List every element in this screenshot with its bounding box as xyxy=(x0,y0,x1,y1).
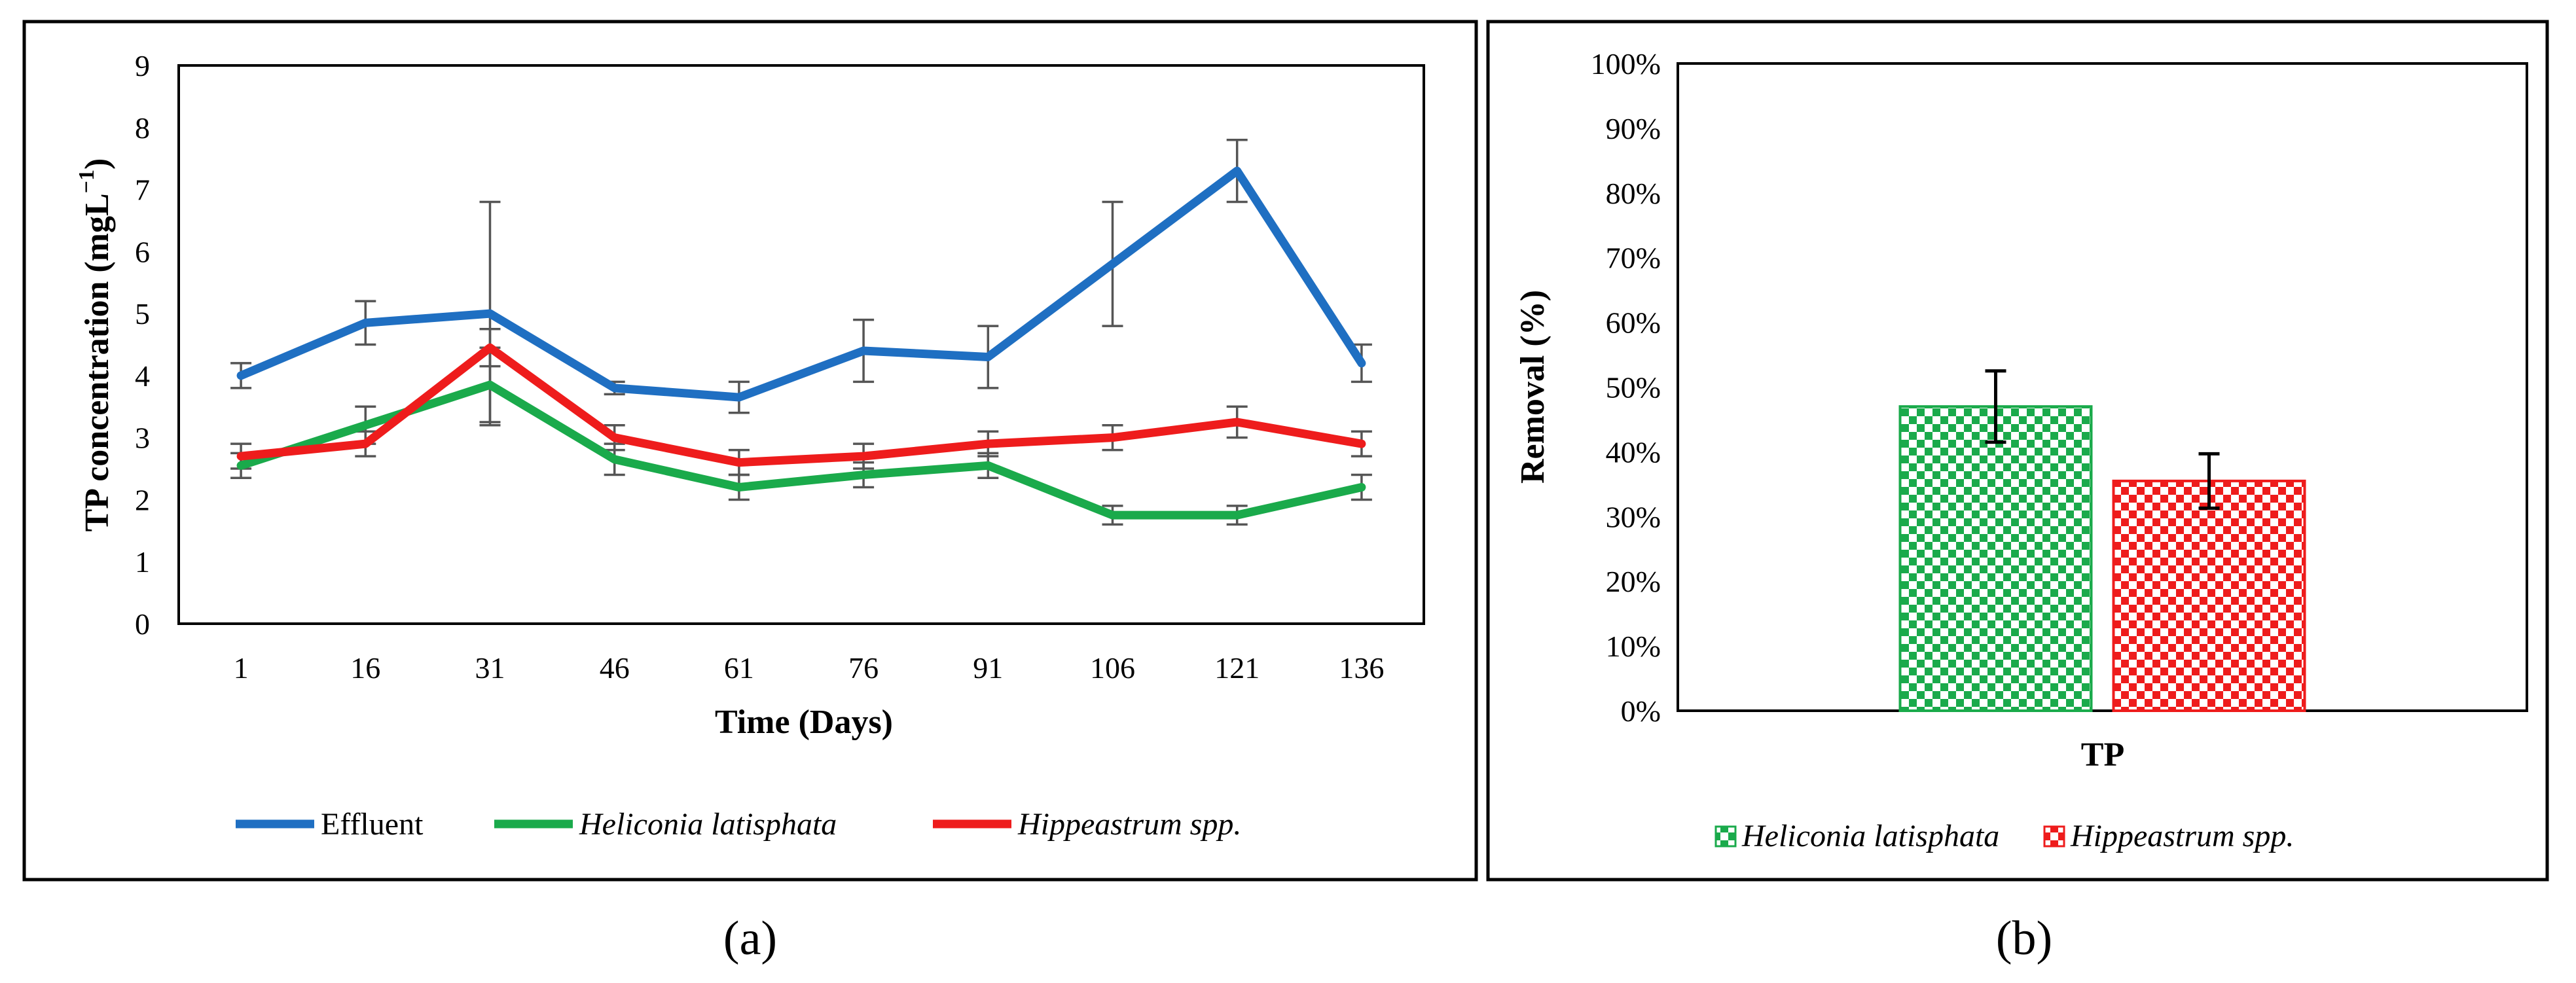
legend-label: Effluent xyxy=(321,807,424,842)
panel-b-plot-area xyxy=(1677,62,2528,712)
panel-a-frame xyxy=(22,20,1478,882)
panel-b-bars xyxy=(1898,405,2306,713)
y-tick-label: 8 xyxy=(135,111,150,145)
y-tick-label: 10% xyxy=(1606,630,1661,663)
y-tick-label: 9 xyxy=(135,49,150,82)
panel-a-y-ticks: 0 1 2 3 4 5 6 7 8 9 xyxy=(135,49,150,641)
panel-b-y-axis-title: Removal (%) xyxy=(1514,290,1551,484)
panel-a-y-axis-title: TP concentration (mgL−1) xyxy=(75,158,116,532)
y-tick-label: 2 xyxy=(135,483,150,516)
panel-a-x-ticks: 1 16 31 46 61 76 91 106 121 136 xyxy=(234,651,1385,685)
legend-label: Hippeastrum spp. xyxy=(2070,819,2294,853)
panel-b-error-bars xyxy=(1985,369,2220,510)
y-tick-label: 7 xyxy=(135,173,150,207)
panel-a-x-axis-title: Time (Days) xyxy=(715,704,893,741)
legend-label: Heliconia latisphata xyxy=(579,807,837,842)
legend-item: Heliconia latisphata xyxy=(494,807,837,842)
legend-item: Effluent xyxy=(236,807,424,842)
y-tick-label: 100% xyxy=(1591,47,1661,80)
x-tick-label: 1 xyxy=(234,651,249,685)
x-tick-label: 46 xyxy=(600,651,630,685)
y-tick-label: 5 xyxy=(135,297,150,331)
x-tick-label: 136 xyxy=(1339,651,1384,685)
error-bar xyxy=(2198,452,2220,510)
x-tick-label: 61 xyxy=(724,651,754,685)
x-tick-label: 76 xyxy=(848,651,879,685)
legend-item: Heliconia latisphata xyxy=(1714,819,1999,853)
x-tick-label: 121 xyxy=(1214,651,1260,685)
x-tick-label: 106 xyxy=(1090,651,1135,685)
y-tick-label: 60% xyxy=(1606,306,1661,340)
y-tick-label: 50% xyxy=(1606,371,1661,404)
x-tick-label: 31 xyxy=(475,651,505,685)
legend-swatch xyxy=(1714,825,1737,848)
legend-item: Hippeastrum spp. xyxy=(2043,819,2294,853)
y-tick-label: 4 xyxy=(135,359,150,393)
y-tick-label: 30% xyxy=(1606,500,1661,533)
panel-a-y-axis-title-close: ) xyxy=(79,158,116,170)
panel-b-y-ticks: 0% 10% 20% 30% 40% 50% 60% 70% 80% 90% 100% xyxy=(1591,47,1661,728)
legend-swatch xyxy=(2043,825,2065,848)
series-line xyxy=(236,343,1366,467)
bar xyxy=(2112,479,2306,713)
y-tick-label: 90% xyxy=(1606,112,1661,145)
legend-label: Hippeastrum spp. xyxy=(1017,807,1241,842)
panel-b-x-axis-title: TP xyxy=(2081,736,2124,774)
y-tick-label: 6 xyxy=(135,235,150,268)
chart-panel-a: 0 1 2 3 4 5 6 7 8 9 1 16 31 46 61 76 91 106 121 136 TP con… xyxy=(22,20,1478,882)
y-tick-label: 0% xyxy=(1621,694,1661,728)
x-tick-label: 16 xyxy=(350,651,380,685)
series-line xyxy=(236,166,1366,402)
y-tick-label: 3 xyxy=(135,421,150,455)
y-tick-label: 40% xyxy=(1606,435,1661,469)
chart-panel-b: 0% 10% 20% 30% 40% 50% 60% 70% 80% 90% 100% Remova… xyxy=(1486,20,2549,882)
series-line xyxy=(236,380,1366,520)
panel-a-y-axis-title-main: TP concentration (mgL xyxy=(79,193,116,531)
x-tick-label: 91 xyxy=(973,651,1003,685)
y-tick-label: 70% xyxy=(1606,241,1661,275)
panel-b-frame xyxy=(1486,20,2549,882)
panel-a-plot-area xyxy=(177,64,1425,625)
panel-b-legend: Heliconia latisphata Hippeastrum spp. xyxy=(1714,819,2294,853)
y-tick-label: 20% xyxy=(1606,565,1661,598)
panel-a-legend: Effluent Heliconia latisphata Hippeastrum … xyxy=(236,807,1241,842)
panel-a-label: (a) xyxy=(723,912,777,965)
legend-label: Heliconia latisphata xyxy=(1741,819,1999,853)
y-tick-label: 0 xyxy=(135,607,150,641)
bar xyxy=(1898,405,2093,712)
y-tick-label: 1 xyxy=(135,545,150,579)
y-tick-label: 80% xyxy=(1606,177,1661,210)
panel-b-label: (b) xyxy=(1996,912,2052,965)
legend-item: Hippeastrum spp. xyxy=(933,807,1241,842)
error-bar xyxy=(1985,369,2006,444)
panel-a-series-lines xyxy=(236,166,1366,520)
panel-a-y-axis-title-exponent: −1 xyxy=(75,170,99,193)
